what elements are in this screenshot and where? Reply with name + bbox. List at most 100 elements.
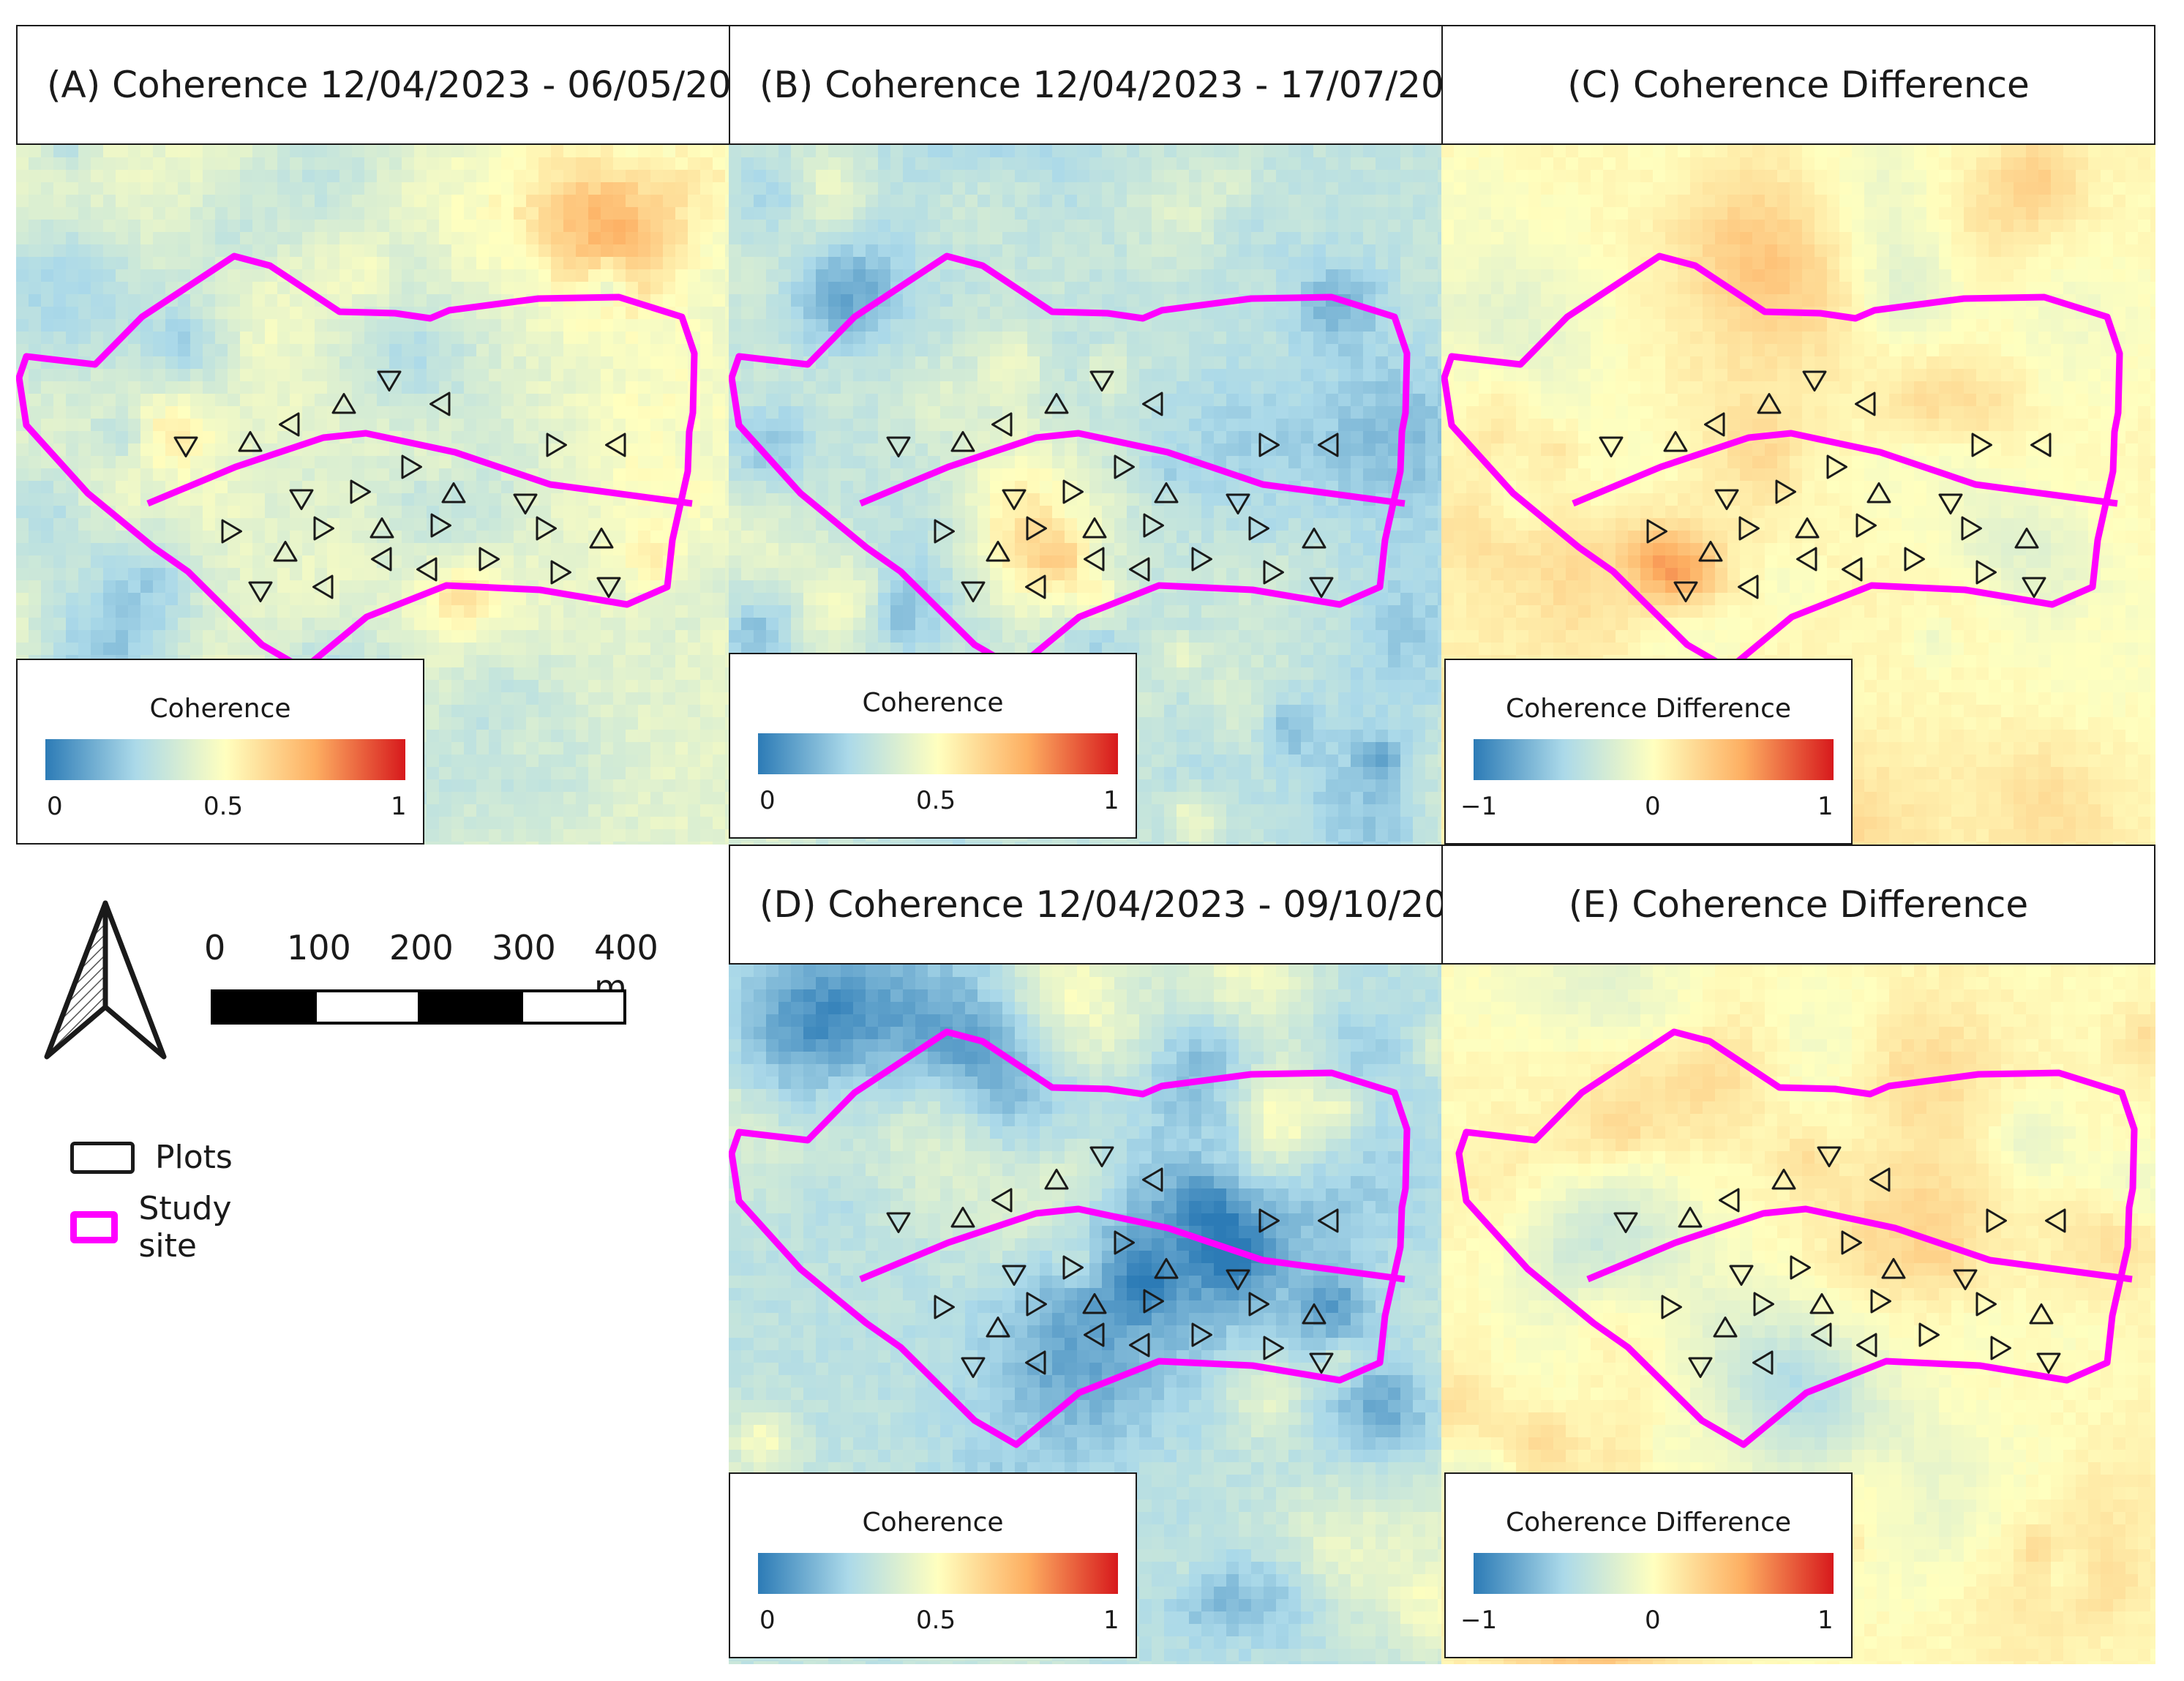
plot-marker [441, 482, 466, 503]
plot-marker [1870, 1289, 1891, 1314]
plot-marker [1613, 1212, 1638, 1233]
plot-marker [986, 1317, 1010, 1338]
plot-marker [1961, 516, 1982, 541]
panel-a-legend-tick-max: 1 [391, 792, 407, 821]
panel-d-title-text: (D) Coherence 12/04/2023 - 09/10/2023 [759, 883, 1494, 926]
plot-marker [479, 547, 500, 572]
panel-a-map [16, 145, 730, 845]
plot-marker [1154, 1258, 1179, 1279]
plot-marker [886, 436, 911, 457]
legend-item-study-site: Study site [70, 1190, 248, 1265]
panel-d-legend-tick-max: 1 [1103, 1606, 1119, 1635]
plot-marker [313, 516, 334, 541]
plot-marker [312, 574, 334, 599]
plot-marker [1790, 1255, 1811, 1280]
panel-a-legend-tick-min: 0 [47, 792, 63, 821]
scale-label-200: 200 [389, 928, 454, 967]
plot-marker [248, 581, 273, 602]
plot-marker [1026, 1292, 1047, 1317]
panel-d-legend-tick-min: 0 [759, 1606, 776, 1635]
plot-marker [273, 541, 298, 562]
panel-c-legend-title: Coherence Difference [1505, 694, 1792, 724]
plot-marker [350, 479, 371, 504]
panel-b-legend-tick-min: 0 [759, 786, 776, 815]
plot-marker [1646, 519, 1667, 544]
panel-c-title-text: (C) Coherence Difference [1567, 64, 2030, 106]
plot-marker [1142, 1167, 1163, 1192]
plot-marker [2014, 528, 2039, 549]
plot-marker [1129, 557, 1150, 582]
plot-marker [1248, 1292, 1269, 1317]
plot-marker [238, 431, 263, 452]
plot-marker [221, 519, 242, 544]
plot-marker [1143, 513, 1164, 538]
plot-marker [546, 433, 567, 457]
plot-marker [289, 489, 314, 510]
study-site-divider [859, 430, 1406, 507]
plot-marker [596, 577, 621, 598]
plot-marker [1869, 1167, 1891, 1192]
plot-marker [1002, 1265, 1027, 1286]
plot-marker [1084, 1322, 1105, 1347]
plot-marker [1143, 1289, 1164, 1314]
panel-c-title: (C) Coherence Difference [1441, 25, 2155, 145]
plot-marker [589, 528, 614, 549]
plot-marker [961, 1357, 986, 1378]
plot-marker [934, 519, 955, 544]
plot-marker [1938, 493, 1963, 514]
plot-marker [1775, 479, 1796, 504]
plot-marker [1841, 1230, 1862, 1255]
plot-marker [371, 547, 392, 572]
plot-marker [1752, 1350, 1774, 1375]
panel-d-legend-tick-mid: 0.5 [916, 1606, 956, 1635]
plot-marker [513, 493, 538, 514]
plot-marker [1226, 493, 1250, 514]
study-site-boundary [729, 1028, 1411, 1448]
plot-marker [1302, 528, 1326, 549]
color-ramp-gradient [1474, 739, 1834, 780]
plot-marker [1191, 1322, 1212, 1347]
plot-marker [1084, 547, 1105, 572]
plot-marker [950, 1207, 975, 1228]
plot-marker [1309, 577, 1334, 598]
plot-marker [1678, 1207, 1703, 1228]
panel-e-title-text: (E) Coherence Difference [1568, 883, 2029, 926]
plot-marker [1729, 1265, 1754, 1286]
plot-marker [1714, 489, 1739, 510]
plot-marker [1258, 433, 1280, 457]
plot-marker [950, 431, 975, 452]
plot-marker [1082, 1293, 1107, 1314]
plot-marker [1673, 581, 1698, 602]
plot-marker [1002, 489, 1027, 510]
plot-marker [1226, 1269, 1250, 1290]
panel-b-title: (B) Coherence 12/04/2023 - 17/07/2023 [729, 25, 1490, 145]
panel-a-title-text: (A) Coherence 12/04/2023 - 06/05/2023 [47, 64, 778, 106]
plot-marker [1738, 574, 1759, 599]
panel-e-color-ramp [1474, 1553, 1834, 1594]
study-site-divider [1586, 1205, 2133, 1283]
plot-marker [1114, 454, 1135, 479]
plot-marker [1318, 433, 1339, 457]
plot-marker [2030, 433, 2052, 457]
panel-c-legend-tick-max: 1 [1817, 792, 1834, 821]
plot-marker [1986, 1208, 2007, 1233]
plot-marker [934, 1295, 955, 1319]
plot-marker [1918, 1322, 1940, 1347]
plot-marker [1663, 431, 1688, 452]
plot-marker [1302, 1303, 1326, 1325]
plot-marker [331, 393, 356, 414]
legend-label-plots: Plots [155, 1139, 233, 1176]
plot-marker [1661, 1295, 1682, 1319]
plot-marker [1881, 1258, 1906, 1279]
panel-b-legend: Coherence 0 0.5 1 [729, 653, 1137, 839]
panel-b-legend-tick-mid: 0.5 [916, 786, 956, 815]
plot-marker [1738, 516, 1760, 541]
plot-marker [886, 1212, 911, 1233]
plot-marker [377, 370, 402, 392]
study-site-boundary [729, 252, 1411, 673]
panel-d-color-ramp [758, 1553, 1118, 1594]
plot-marker [1817, 1146, 1842, 1167]
plot-marker [1802, 370, 1827, 392]
panel-c-legend-tick-mid: 0 [1645, 792, 1661, 821]
panel-e-legend-tick-mid: 0 [1645, 1606, 1661, 1635]
